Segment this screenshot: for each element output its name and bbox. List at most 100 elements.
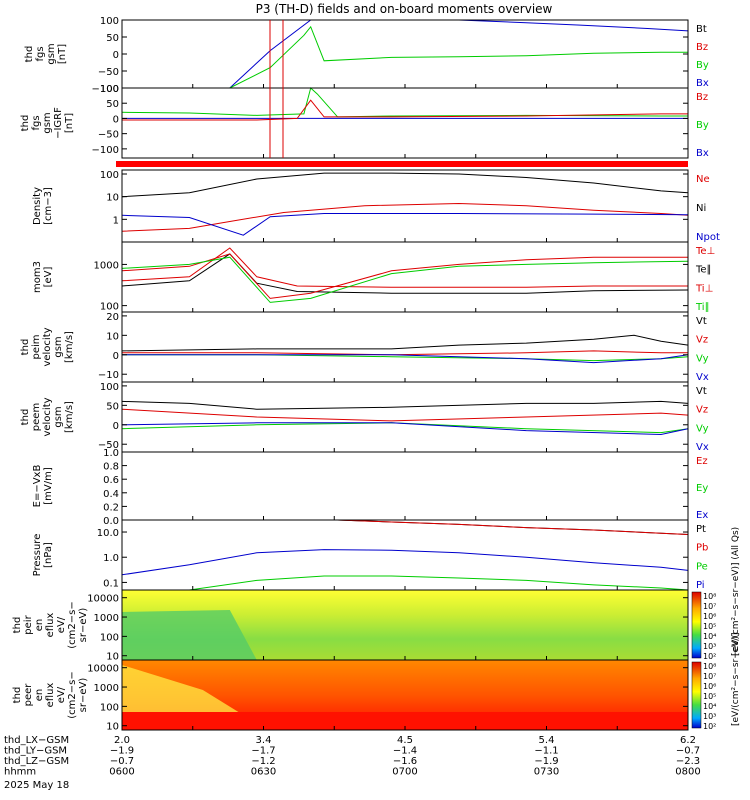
legend-ti∥: Ti∥ (695, 302, 710, 313)
figure-title: P3 (TH-D) fields and on-board moments ov… (256, 2, 553, 16)
y-tick-label: 0.2 (103, 502, 119, 513)
x-tick-label: −1.4 (393, 746, 417, 757)
y-axis-label: [cm−3] (43, 187, 54, 225)
y-tick-label: 20 (106, 312, 119, 323)
y-tick-label: 100 (100, 84, 119, 95)
x-tick-label: −1.2 (251, 756, 275, 767)
series-vz (122, 350, 688, 356)
series-vz (121, 408, 689, 422)
y-tick-label: 10000 (87, 594, 119, 605)
colorbar-label: [eV/(cm²−s−sr−eV)] (All Qs) (731, 527, 741, 656)
y-axis-label: fgs (35, 46, 46, 61)
panel-frame (121, 169, 689, 243)
y-tick-label: 10.0 (97, 528, 119, 539)
series-ni (121, 172, 689, 198)
series-vt (121, 334, 689, 352)
x-tick-label: 0800 (675, 767, 700, 778)
y-axis-label: Density (32, 187, 43, 225)
y-tick-label: −50 (98, 130, 119, 141)
series-pi (121, 549, 689, 576)
panel-6: Vt Vz Vy Vx 100 50 0 −50 thd peem velocity gsm [km/s… (20, 381, 709, 453)
x-row-label: thd_LY−GSM (4, 746, 67, 757)
panel-2: Bz By Bx 100 50 0 −50 −100 thd fgs gsm −IGRF [nT] (20, 84, 709, 159)
panel-frame (121, 381, 689, 453)
colorbar-tick-label: 10³ (703, 642, 716, 651)
panel-frame (121, 311, 689, 383)
y-tick-label: 1000 (94, 683, 119, 694)
panel-frame (121, 451, 689, 521)
y-tick-label: 0 (113, 421, 119, 432)
y-axis-label: eflux (45, 683, 56, 708)
legend-bz: Bz (696, 92, 708, 103)
colorbar-tick-label: 10⁶ (703, 612, 716, 621)
legend-ex: Ex (696, 510, 708, 521)
legend-bz: Bz (696, 42, 708, 53)
legend-pi: Pi (696, 580, 705, 591)
y-tick-label: 100 (100, 170, 119, 181)
colorbar-label: [eV/(cm²−s−sr−eV)] (731, 633, 741, 727)
legend-te∥: Te∥ (695, 265, 712, 276)
y-tick-label: 0.8 (103, 462, 119, 473)
y-axis-label: [eV] (43, 267, 54, 288)
series-vt (121, 400, 689, 410)
x-tick-label: −1.1 (534, 746, 558, 757)
y-axis-label: en (34, 619, 45, 632)
y-tick-label: 10 (106, 722, 119, 733)
series-ne (121, 202, 689, 232)
series-ti∥ (121, 256, 689, 303)
y-axis-label: sr−eV) (78, 608, 89, 643)
y-tick-label: 0.0 (103, 516, 119, 527)
y-tick-label: 0 (113, 114, 119, 125)
y-tick-label: 50 (106, 401, 119, 412)
y-tick-label: 100 (100, 16, 119, 27)
legend-vy: Vy (696, 353, 709, 364)
y-axis-label: [nT] (57, 44, 68, 64)
heatmap-band (122, 712, 688, 730)
y-tick-label: 100 (100, 632, 119, 643)
series-npot (121, 213, 689, 236)
y-tick-label: −50 (98, 67, 119, 78)
y-tick-label: 1000 (94, 613, 119, 624)
legend-ez: Ez (696, 456, 708, 467)
x-tick-label: −0.7 (110, 756, 134, 767)
y-tick-label: −100 (92, 84, 119, 95)
y-tick-label: −100 (92, 145, 119, 156)
y-tick-label: 10 (106, 652, 119, 663)
series-bz (122, 99, 688, 121)
x-tick-label: 4.5 (397, 735, 413, 746)
y-axis-label: eflux (45, 613, 56, 638)
legend-vz: Vz (696, 335, 708, 346)
y-axis-label: gsm (42, 112, 53, 133)
legend-ne: Ne (696, 174, 710, 185)
panel-frame (121, 19, 689, 89)
legend-vz: Vz (696, 405, 708, 416)
y-axis-label: [nPa] (43, 542, 54, 568)
y-axis-label: [km/s] (64, 331, 75, 363)
y-tick-label: 1.0 (103, 448, 119, 459)
legend-by: By (696, 60, 709, 71)
x-row-label: thd_LX−GSM (4, 735, 69, 746)
y-axis-label: peir (23, 614, 34, 634)
panel-frame (121, 241, 689, 313)
y-tick-label: 10 (106, 193, 119, 204)
y-tick-label: 1.0 (103, 553, 119, 564)
colorbar-tick-label: 10⁷ (703, 672, 716, 681)
panel-4: Te⊥ Te∥ Ti⊥ Ti∥ 1000 100 mom3 [eV] (32, 241, 715, 313)
y-tick-label: 0 (113, 351, 119, 362)
legend-pb: Pb (696, 543, 708, 554)
heatmap-low-energy-region (122, 665, 244, 715)
y-axis-label: fgs (31, 115, 42, 130)
panel-frame (121, 87, 689, 159)
colorbar-tick-label: 10⁴ (703, 632, 716, 641)
series-bx (122, 19, 689, 89)
event-bar (116, 161, 688, 167)
y-axis-label: sr−eV) (78, 678, 89, 713)
series-pe (122, 575, 689, 591)
y-axis-label: velocity (42, 397, 53, 436)
y-tick-label: −50 (98, 440, 119, 451)
y-tick-label: 50 (106, 33, 119, 44)
y-axis-label: thd (24, 46, 35, 63)
